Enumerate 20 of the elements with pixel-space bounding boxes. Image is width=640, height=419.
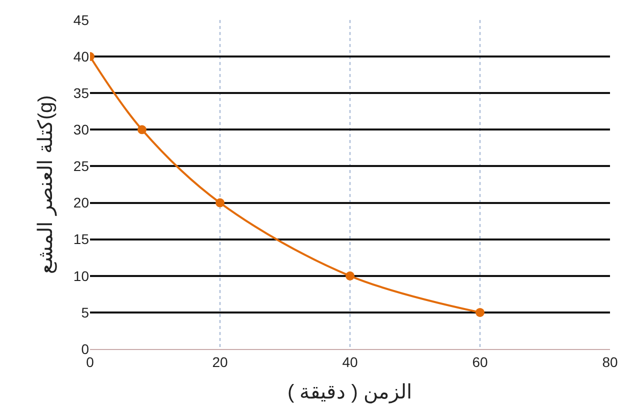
y-tick-label: 45 — [73, 12, 90, 28]
y-tick-label: 10 — [73, 268, 90, 284]
x-tick-label: 40 — [342, 354, 358, 370]
y-tick-label: 5 — [81, 304, 90, 320]
y-tick-label: 15 — [73, 231, 90, 248]
y-tick-label: 40 — [73, 48, 90, 64]
point — [216, 198, 224, 208]
x-tick-label: 20 — [212, 354, 228, 370]
x-tick-label: 80 — [602, 354, 618, 370]
point — [346, 271, 354, 280]
y-tick-label: 25 — [73, 158, 90, 174]
y-tick-label: 35 — [73, 85, 90, 102]
point — [476, 308, 484, 317]
y-axis-title: كتلة العنصر المشع(g) — [34, 95, 57, 274]
y-tick-label: 30 — [73, 122, 90, 138]
y-tick-label: 20 — [73, 194, 90, 211]
x-axis-title: الزمن ( دقيقة ) — [288, 381, 412, 404]
y-tick-label: 0 — [81, 340, 90, 357]
point — [138, 125, 146, 134]
x-tick-label: 60 — [472, 354, 488, 370]
